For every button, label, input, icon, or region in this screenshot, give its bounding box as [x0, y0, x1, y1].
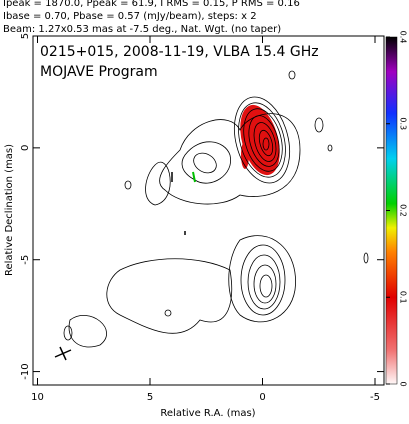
colorbar-tick-label: 0 — [399, 381, 408, 386]
plot-frame — [32, 35, 385, 386]
colorbar-tick-label: 0.3 — [399, 117, 408, 130]
y-tick-label: 5 — [20, 33, 31, 39]
y-axis-label: Relative Declination (mas) — [4, 144, 15, 276]
x-tick-label: 10 — [31, 392, 44, 403]
y-tick-label: 0 — [20, 145, 31, 151]
header-line: Ibase = 0.70, Pbase = 0.57 (mJy/beam), s… — [3, 11, 257, 22]
x-axis-label: Relative R.A. (mas) — [160, 408, 255, 419]
x-tick-label: 5 — [147, 392, 153, 403]
colorbar-tick-label: 0.1 — [399, 291, 408, 304]
header-line: Ipeak = 1870.0, Ppeak = 61.9, I RMS = 0.… — [3, 0, 300, 9]
y-tick-label: -10 — [20, 363, 31, 379]
colorbar-tick-label: 0.2 — [399, 204, 408, 217]
colorbar-tick-label: 0.4 — [399, 31, 408, 44]
x-tick-label: -5 — [370, 392, 380, 403]
y-tick-label: -5 — [20, 255, 31, 265]
header-line: Beam: 1.27x0.53 mas at -7.5 deg., Nat. W… — [3, 24, 281, 35]
chart-title: 0215+015, 2008-11-19, VLBA 15.4 GHz — [40, 44, 319, 60]
x-tick-label: 0 — [259, 392, 265, 403]
contours — [54, 70, 369, 361]
chart-subtitle: MOJAVE Program — [40, 64, 158, 80]
